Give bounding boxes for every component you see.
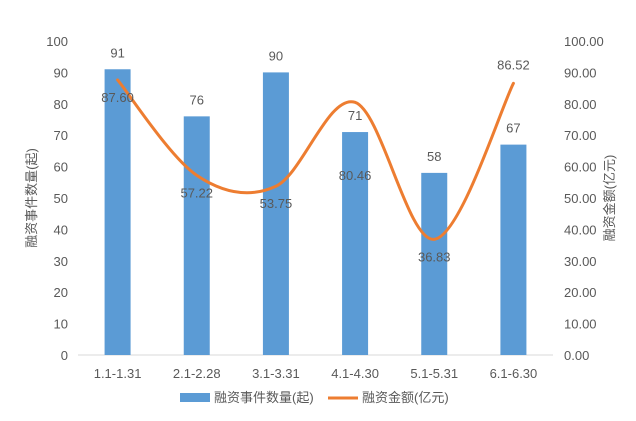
bar-data-label: 76 bbox=[190, 92, 204, 107]
bars: 91 76 90 71 58 67 bbox=[105, 45, 527, 355]
bar-data-label: 71 bbox=[348, 108, 362, 123]
left-axis-title: 融资事件数量(起) bbox=[24, 148, 39, 248]
legend-label-bar: 融资事件数量(起) bbox=[214, 390, 314, 405]
left-tick-label: 90 bbox=[54, 65, 68, 80]
x-tick-label: 2.1-2.28 bbox=[173, 366, 221, 381]
x-tick-label: 4.1-4.30 bbox=[331, 366, 379, 381]
bar-data-label: 58 bbox=[427, 149, 441, 164]
left-tick-label: 100 bbox=[46, 34, 68, 49]
right-tick-label: 30.00 bbox=[564, 254, 597, 269]
right-tick-label: 100.00 bbox=[564, 34, 604, 49]
right-tick-label: 10.00 bbox=[564, 317, 597, 332]
left-tick-label: 50 bbox=[54, 191, 68, 206]
left-tick-label: 20 bbox=[54, 285, 68, 300]
line-data-label: 53.75 bbox=[260, 196, 293, 211]
left-tick-label: 60 bbox=[54, 160, 68, 175]
right-tick-label: 90.00 bbox=[564, 65, 597, 80]
bar-data-label: 91 bbox=[110, 45, 124, 60]
left-axis-ticks: 0 10 20 30 40 50 60 70 80 90 100 bbox=[46, 34, 68, 363]
bar bbox=[105, 69, 131, 355]
bar bbox=[342, 132, 368, 355]
left-tick-label: 30 bbox=[54, 254, 68, 269]
right-tick-label: 40.00 bbox=[564, 222, 597, 237]
right-tick-label: 80.00 bbox=[564, 97, 597, 112]
line-series: 87.60 57.22 53.75 80.46 36.83 86.52 bbox=[101, 57, 529, 264]
bar-data-label: 67 bbox=[506, 121, 520, 136]
bar bbox=[263, 72, 289, 355]
line-data-label: 86.52 bbox=[497, 57, 530, 72]
left-tick-label: 40 bbox=[54, 222, 68, 237]
line-data-label: 87.60 bbox=[101, 90, 134, 105]
legend: 融资事件数量(起) 融资金额(亿元) bbox=[180, 390, 449, 405]
line-data-label: 57.22 bbox=[180, 185, 213, 200]
line-path bbox=[118, 80, 514, 239]
left-tick-label: 70 bbox=[54, 128, 68, 143]
right-axis-title: 融资金额(亿元) bbox=[602, 155, 617, 242]
right-tick-label: 20.00 bbox=[564, 285, 597, 300]
right-tick-label: 0.00 bbox=[564, 348, 589, 363]
legend-label-line: 融资金额(亿元) bbox=[362, 390, 449, 405]
right-axis-ticks: 0.00 10.00 20.00 30.00 40.00 50.00 60.00 70.00 8… bbox=[564, 34, 604, 363]
right-tick-label: 60.00 bbox=[564, 160, 597, 175]
legend-swatch-bar bbox=[180, 393, 210, 402]
x-tick-label: 3.1-3.31 bbox=[252, 366, 300, 381]
x-axis-ticks: 1.1-1.31 2.1-2.28 3.1-3.31 4.1-4.30 5.1-5.31… bbox=[94, 366, 538, 381]
right-tick-label: 70.00 bbox=[564, 128, 597, 143]
x-tick-label: 6.1-6.30 bbox=[490, 366, 538, 381]
left-tick-label: 80 bbox=[54, 97, 68, 112]
x-tick-label: 5.1-5.31 bbox=[410, 366, 458, 381]
left-tick-label: 0 bbox=[61, 348, 68, 363]
right-tick-label: 50.00 bbox=[564, 191, 597, 206]
bar-data-label: 90 bbox=[269, 48, 283, 63]
left-tick-label: 10 bbox=[54, 317, 68, 332]
line-data-label: 36.83 bbox=[418, 249, 451, 264]
line-data-label: 80.46 bbox=[339, 168, 372, 183]
x-tick-label: 1.1-1.31 bbox=[94, 366, 142, 381]
bar bbox=[500, 145, 526, 355]
bar bbox=[184, 116, 210, 355]
